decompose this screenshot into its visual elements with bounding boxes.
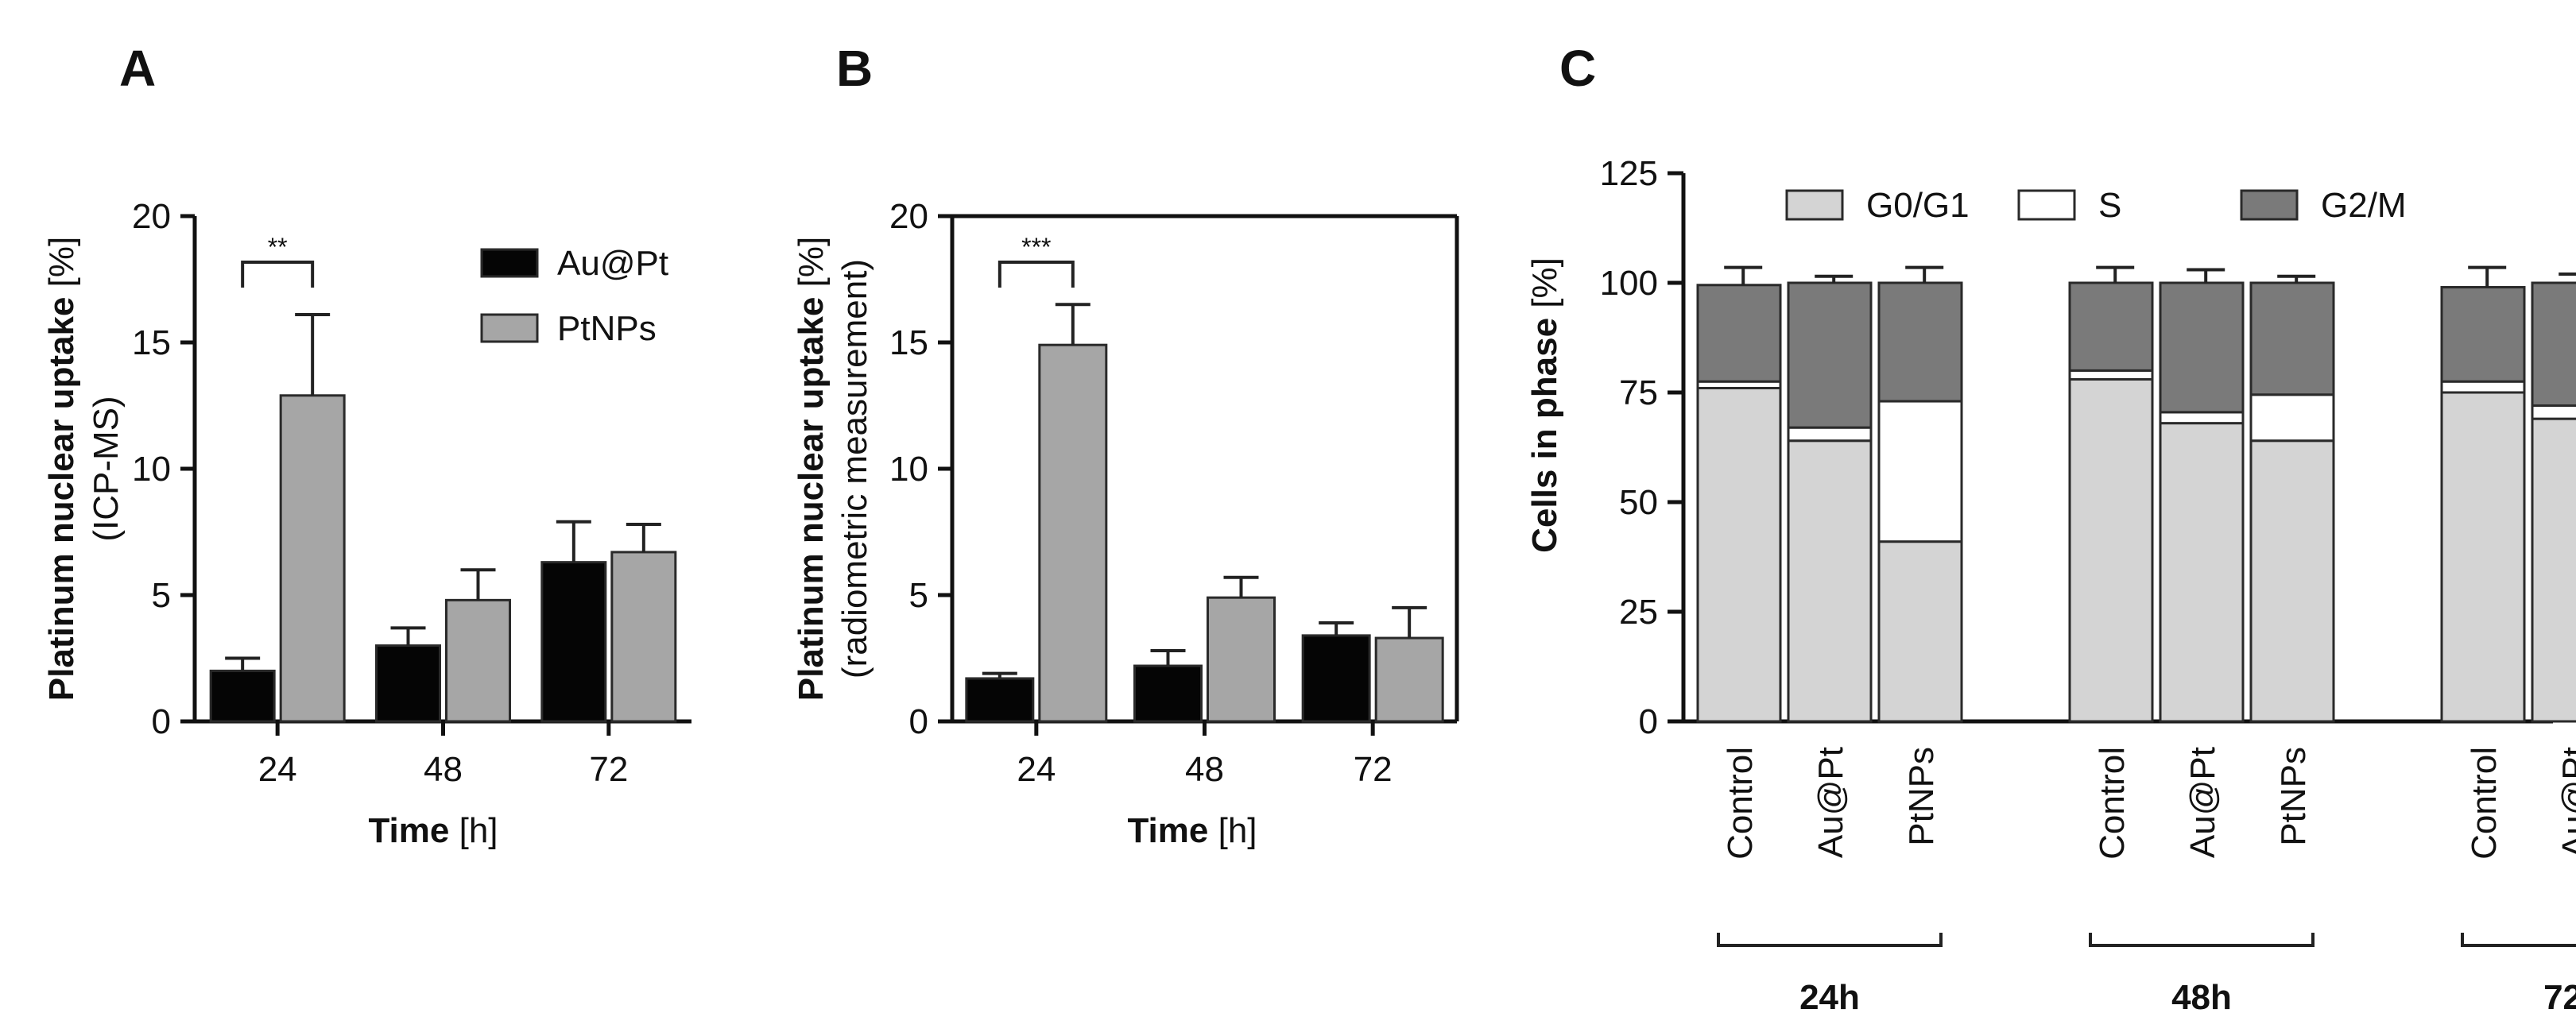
panel-b-x-tick-label-72: 72 — [1354, 750, 1393, 789]
panel-c-group-label-24h: 24h — [1799, 978, 1860, 1017]
panel-c-y-tick-label-75: 75 — [1619, 373, 1658, 412]
panel-a-y-tick-label-5: 5 — [152, 576, 171, 615]
panel-c-y-tick-label-100: 100 — [1600, 264, 1658, 303]
panel-c-legend-label-s: S — [2098, 186, 2121, 225]
panel-c-y-tick-label-125: 125 — [1600, 154, 1658, 193]
panel-label-b: B — [836, 40, 873, 97]
panel-c-bar-48h-ptnps-s — [2249, 393, 2335, 443]
panel-c-legend-swatch-g2-m — [2240, 189, 2299, 221]
chart-panel-a: Platinum nuclear uptake [%] (ICP-MS) Tim… — [42, 197, 691, 850]
panel-c-y-tick-label-25: 25 — [1619, 593, 1658, 632]
panel-a-y-tick-label-10: 10 — [132, 450, 171, 489]
chart-panel-b: Platinum nuclear uptake [%] (radiometric… — [792, 197, 1459, 850]
panel-c-bar-72h-control-g2-m — [2440, 286, 2526, 383]
panel-c-bar-24h-au-pt-s — [1787, 426, 1873, 443]
panel-b-y-tick-label-20: 20 — [889, 197, 928, 236]
panel-c-bar-72h-control-s — [2440, 380, 2526, 394]
panel-c-y-tick-label-50: 50 — [1619, 483, 1658, 522]
panel-c-group-label-72h: 72h — [2543, 978, 2576, 1017]
panel-c-x-label-48h-ptnps: PtNPs — [2274, 747, 2313, 846]
panel-a-y-axis-subtitle: (ICP-MS) — [87, 396, 126, 541]
panel-a-bar-ptnps-24 — [279, 394, 346, 723]
panel-a-legend-swatch-au-pt — [480, 248, 539, 278]
panel-a-y-axis-title: Platinum nuclear uptake [%] — [42, 237, 81, 701]
panel-c-x-label-24h-au-pt: Au@Pt — [1811, 747, 1850, 858]
panel-c-bar-24h-ptnps-g2-m — [1877, 281, 1963, 403]
panel-a-bar-ptnps-72 — [610, 551, 677, 723]
panel-c-bar-24h-au-pt-g2-m — [1787, 281, 1873, 429]
panel-label-a: A — [119, 40, 156, 97]
panel-a-x-axis-title: Time [h] — [368, 811, 498, 850]
panel-c-legend-swatch-s — [2017, 189, 2076, 221]
panel-b-bar-au-pt-24 — [965, 677, 1035, 723]
panel-a-legend-label-ptnps: PtNPs — [557, 309, 657, 348]
panel-c-bar-72h-au-pt-g2-m — [2531, 281, 2576, 408]
panel-b-y-axis-subtitle: (radiometric measurement) — [835, 259, 874, 678]
panel-c-bar-72h-au-pt-s — [2531, 404, 2576, 420]
panel-c-legend-label-g2-m: G2/M — [2321, 186, 2407, 225]
panel-a-legend-label-au-pt: Au@Pt — [557, 244, 668, 283]
panel-c-x-label-24h-ptnps: PtNPs — [1902, 747, 1941, 846]
panel-b-significance-bracket — [997, 261, 1075, 288]
panel-c-legend-swatch-g0-g1 — [1785, 189, 1844, 221]
panel-b-y-tick-label-0: 0 — [909, 702, 928, 741]
panel-c-bar-48h-control-g0-g1 — [2068, 377, 2154, 723]
panel-label-c: C — [1559, 40, 1596, 97]
panel-c-bar-48h-control-s — [2068, 369, 2154, 381]
panel-c-group-label-48h: 48h — [2171, 978, 2232, 1017]
panel-c-legend-label-g0-g1: G0/G1 — [1866, 186, 1970, 225]
panel-c-bar-48h-control-g2-m — [2068, 281, 2154, 372]
panel-b-bar-ptnps-24 — [1038, 343, 1108, 723]
panel-a-legend-swatch-ptnps — [480, 313, 539, 343]
panel-b-x-tick-label-48: 48 — [1185, 750, 1224, 789]
panel-c-group-bracket-72h — [2461, 933, 2576, 947]
panel-b-y-tick-label-10: 10 — [889, 450, 928, 489]
panel-b-y-tick-label-5: 5 — [909, 576, 928, 615]
panel-b-x-axis-title: Time [h] — [1127, 811, 1257, 850]
panel-c-x-label-72h-au-pt: Au@Pt — [2555, 747, 2576, 858]
panel-c-bar-48h-ptnps-g2-m — [2249, 281, 2335, 396]
panel-a-significance-bracket — [241, 261, 315, 288]
panel-a-y-tick-label-0: 0 — [152, 702, 171, 741]
panel-a-y-tick-label-20: 20 — [132, 197, 171, 236]
panel-c-bar-72h-au-pt-g0-g1 — [2531, 417, 2576, 723]
panel-b-x-tick-label-24: 24 — [1017, 750, 1056, 789]
panel-b-y-axis-title: Platinum nuclear uptake [%] — [792, 237, 831, 701]
panel-c-bar-48h-ptnps-g0-g1 — [2249, 439, 2335, 723]
panel-c-x-label-48h-au-pt: Au@Pt — [2183, 747, 2222, 858]
panel-a-bar-ptnps-48 — [445, 598, 511, 723]
panel-c-x-label-72h-control: Control — [2465, 747, 2504, 860]
panel-c-x-label-24h-control: Control — [1721, 747, 1760, 860]
panel-a-x-tick-label-24: 24 — [258, 750, 297, 789]
panel-a-x-tick-label-72: 72 — [589, 750, 628, 789]
panel-c-x-label-48h-control: Control — [2093, 747, 2132, 860]
panel-c-bar-24h-au-pt-g0-g1 — [1787, 439, 1873, 723]
panel-a-bar-au-pt-48 — [375, 644, 441, 723]
panel-a-bar-au-pt-72 — [540, 561, 607, 723]
panel-a-significance-label: ** — [268, 233, 288, 261]
panel-b-bar-ptnps-72 — [1374, 636, 1444, 723]
panel-b-significance-label: *** — [1021, 233, 1051, 261]
panel-c-bar-24h-ptnps-s — [1877, 400, 1963, 543]
panel-a-y-tick-label-15: 15 — [132, 323, 171, 362]
panel-b-y-tick-label-15: 15 — [889, 323, 928, 362]
panel-c-bar-48h-au-pt-s — [2159, 411, 2245, 425]
panel-c-bar-24h-control-g2-m — [1696, 284, 1782, 383]
panel-a-bar-au-pt-24 — [209, 669, 276, 723]
panel-b-bar-ptnps-48 — [1207, 596, 1276, 723]
panel-c-bar-48h-au-pt-g0-g1 — [2159, 422, 2245, 723]
panel-a-x-tick-label-48: 48 — [424, 750, 463, 789]
panel-b-bar-au-pt-72 — [1301, 634, 1371, 723]
panel-c-y-tick-label-0: 0 — [1639, 702, 1658, 741]
panel-c-group-bracket-24h — [1717, 933, 1943, 947]
panel-c-bar-48h-au-pt-g2-m — [2159, 281, 2245, 414]
panel-c-bar-24h-ptnps-g0-g1 — [1877, 540, 1963, 723]
panel-c-group-bracket-48h — [2089, 933, 2315, 947]
panel-c-y-axis-title: Cells in phase [%] — [1525, 257, 1564, 553]
chart-panel-c: Cells in phase [%] 0 25 50 75 100 125 Control A… — [1525, 154, 2576, 1017]
panel-c-bar-24h-control-g0-g1 — [1696, 386, 1782, 723]
panel-b-bar-au-pt-48 — [1133, 664, 1203, 723]
panel-c-bar-72h-control-g0-g1 — [2440, 391, 2526, 723]
